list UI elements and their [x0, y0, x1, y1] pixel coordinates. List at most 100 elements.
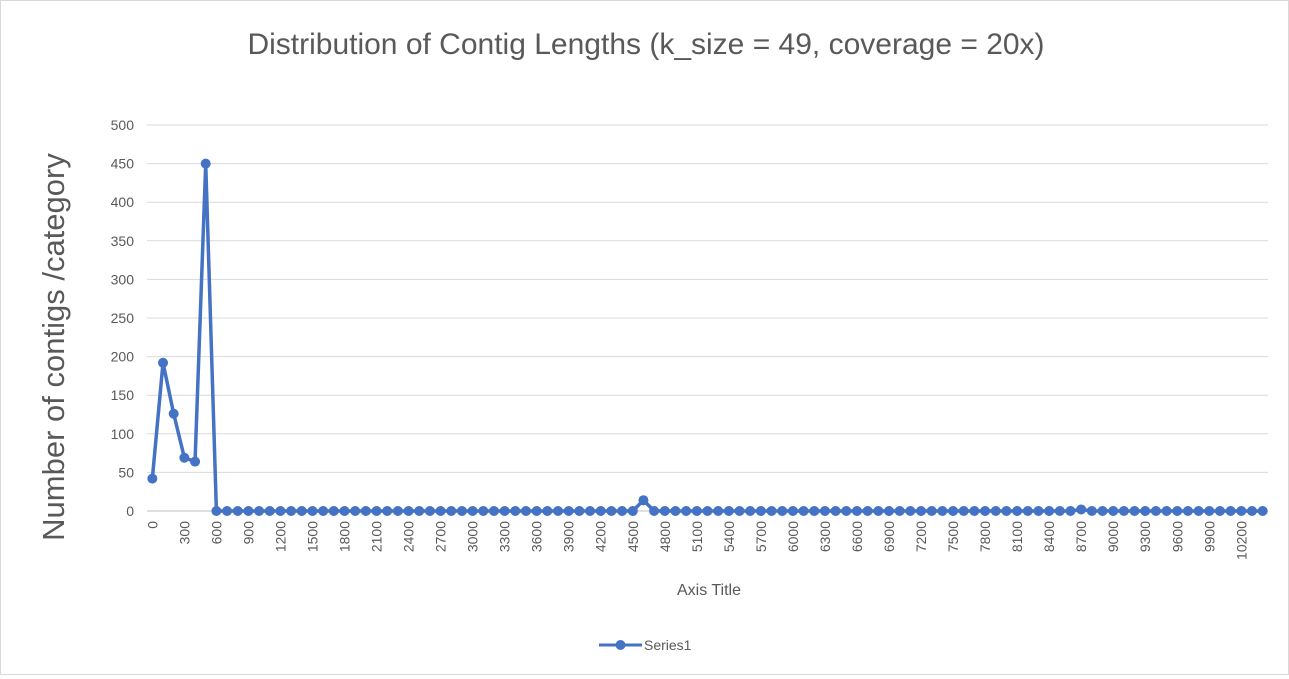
data-point-6100 [798, 506, 809, 516]
data-point-8000 [1001, 506, 1012, 516]
data-point-9300 [1140, 506, 1151, 516]
data-point-100 [158, 357, 169, 368]
data-point-4700 [649, 506, 660, 516]
data-point-2800 [446, 506, 457, 516]
data-point-10300 [1246, 506, 1257, 516]
series-line-1 [150, 161, 1263, 513]
x-tick-label-3900: 3900 [561, 521, 577, 552]
data-point-3900 [563, 506, 574, 516]
data-point-9700 [1182, 506, 1193, 516]
series-1 [147, 158, 1268, 516]
x-tick-label-4500: 4500 [625, 521, 641, 552]
data-point-9200 [1129, 506, 1140, 516]
data-point-8700 [1076, 504, 1087, 515]
data-point-3500 [521, 506, 531, 516]
data-point-9000 [1108, 506, 1119, 516]
gridlines [147, 124, 1268, 512]
data-point-3700 [542, 506, 553, 516]
data-point-1900 [350, 506, 361, 516]
data-point-3000 [467, 506, 478, 516]
data-point-4400 [617, 506, 628, 516]
x-tick-label-9300: 9300 [1137, 521, 1153, 552]
x-tick-label-5700: 5700 [753, 521, 769, 552]
x-tick-label-0: 0 [144, 521, 160, 529]
x-tick-label-8100: 8100 [1009, 521, 1025, 552]
data-point-3800 [553, 506, 564, 516]
data-point-2200 [382, 506, 393, 516]
x-tick-label-4800: 4800 [657, 521, 673, 552]
data-point-1600 [318, 506, 329, 516]
x-tick-label-10200: 10200 [1233, 521, 1249, 560]
y-tick-label-100: 100 [111, 426, 135, 442]
data-point-2300 [392, 506, 403, 516]
data-point-4800 [659, 506, 670, 516]
data-point-6300 [819, 506, 830, 516]
data-point-6400 [830, 506, 841, 516]
x-tick-label-1500: 1500 [304, 521, 320, 552]
x-tick-label-9000: 9000 [1105, 521, 1121, 552]
data-point-6600 [851, 506, 862, 516]
y-tick-label-450: 450 [111, 156, 135, 172]
data-point-5600 [745, 506, 756, 516]
data-point-6700 [862, 506, 873, 516]
data-point-5500 [734, 506, 745, 516]
x-tick-label-8700: 8700 [1073, 521, 1089, 552]
data-point-4500 [627, 506, 638, 516]
x-tick-label-7500: 7500 [945, 521, 961, 552]
data-point-6200 [809, 506, 820, 516]
data-point-7400 [937, 506, 948, 516]
data-point-9600 [1172, 506, 1183, 516]
x-tick-label-2400: 2400 [401, 521, 417, 552]
data-point-7200 [916, 506, 927, 516]
data-point-6000 [787, 506, 798, 516]
data-point-600 [211, 506, 222, 516]
x-tick-label-7200: 7200 [913, 521, 929, 552]
x-tick-label-3000: 3000 [465, 521, 481, 552]
data-point-7500 [948, 506, 959, 516]
data-point-400 [190, 456, 201, 467]
y-axis-ticks: 0 50 100 150 200 250 300 350 400 450 500 [111, 117, 135, 519]
x-tick-label-3600: 3600 [529, 521, 545, 552]
data-point-8200 [1022, 506, 1033, 516]
data-point-800 [232, 506, 243, 516]
data-point-3400 [510, 506, 521, 516]
y-tick-label-250: 250 [111, 310, 135, 326]
y-tick-label-50: 50 [118, 464, 134, 480]
data-point-10400 [1257, 506, 1268, 516]
data-point-7800 [980, 506, 991, 516]
data-point-6800 [873, 506, 884, 516]
data-point-9500 [1161, 506, 1172, 516]
data-point-8900 [1097, 506, 1108, 516]
x-tick-label-5100: 5100 [689, 521, 705, 552]
chart-title: Distribution of Contig Lengths (k_size =… [247, 28, 1044, 61]
y-tick-label-350: 350 [111, 233, 135, 249]
data-point-300 [179, 452, 190, 463]
data-point-4600 [638, 495, 649, 506]
x-tick-label-9600: 9600 [1169, 521, 1185, 552]
data-point-1800 [339, 506, 350, 516]
data-point-1200 [275, 506, 286, 516]
data-point-6500 [841, 506, 852, 516]
data-point-8600 [1065, 506, 1076, 516]
x-tick-label-4200: 4200 [593, 521, 609, 552]
data-point-10200 [1236, 506, 1247, 516]
data-point-8800 [1086, 506, 1097, 516]
legend: Series1 [599, 637, 692, 653]
data-point-5000 [681, 506, 692, 516]
y-tick-label-500: 500 [111, 117, 135, 133]
data-point-3100 [478, 506, 489, 516]
data-point-8300 [1033, 506, 1044, 516]
data-point-4100 [585, 506, 596, 516]
data-point-8400 [1044, 506, 1055, 516]
x-tick-label-600: 600 [208, 521, 224, 545]
data-point-8100 [1012, 506, 1023, 516]
y-axis-title: Number of contigs /category [36, 153, 71, 541]
data-point-2400 [403, 506, 414, 516]
data-point-1400 [296, 506, 307, 516]
x-tick-label-6300: 6300 [817, 521, 833, 552]
data-point-700 [222, 506, 233, 516]
x-tick-label-3300: 3300 [497, 521, 513, 552]
data-point-9800 [1193, 506, 1204, 516]
data-point-1000 [254, 506, 265, 516]
